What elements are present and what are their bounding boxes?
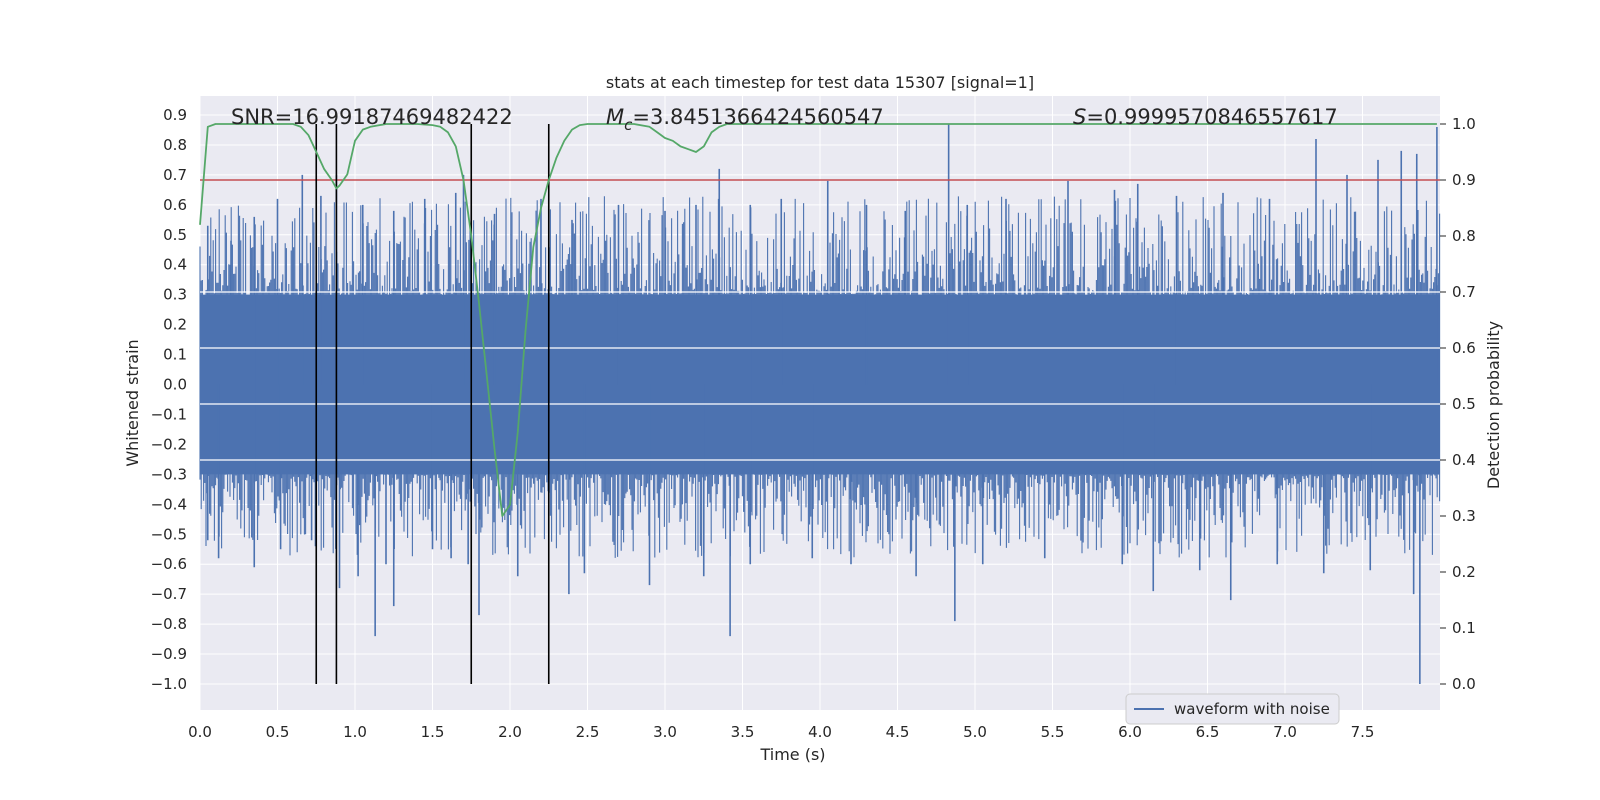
x-tick-label: 0.5 [266,723,290,741]
y-tick-label: −0.6 [151,555,187,573]
y-tick-label: −0.2 [151,435,187,453]
y-axis-label: Whitened strain [123,339,142,466]
y-tick-label: 0.5 [163,226,187,244]
y-tick-label: 0.2 [163,316,187,334]
y-tick-label: 0.1 [163,346,187,364]
y-tick-label: −0.9 [151,645,187,663]
y-tick-label: −0.7 [151,585,187,603]
y-tick-label: 0.3 [163,286,187,304]
right-y-axis-label: Detection probability [1484,321,1503,489]
legend: waveform with noise [1125,693,1340,725]
x-axis-label: Time (s) [759,745,825,764]
chirp-mass-symbol: M [606,105,624,129]
score-value: =0.9999570846557617 [1086,105,1337,129]
x-tick-label: 1.5 [421,723,445,741]
right-y-tick-label: 0.4 [1452,451,1476,469]
y-tick-label: 0.4 [163,256,187,274]
y-tick-label: −0.3 [151,465,187,483]
probability-line [199,123,1437,517]
right-y-tick-label: 0.6 [1452,339,1476,357]
y-tick-label: 0.7 [163,166,187,184]
x-axis-ticks: 0.0 0.5 1.0 1.5 2.0 2.5 3.0 3.5 4.0 4.5 5.0 5.5 6.0 6… [188,723,1374,741]
x-tick-label: 6.0 [1118,723,1142,741]
right-axis-gridlines [200,291,1440,461]
right-y-tick-label: 0.8 [1452,227,1476,245]
x-tick-label: 4.0 [808,723,832,741]
y-tick-label: 0.9 [163,106,187,124]
x-tick-label: 6.5 [1196,723,1220,741]
x-tick-label: 7.0 [1273,723,1297,741]
right-y-tick-label: 0.9 [1452,171,1476,189]
y-tick-label: 0.6 [163,196,187,214]
x-tick-label: 0.0 [188,723,212,741]
right-y-tick-label: 0.3 [1452,507,1476,525]
right-y-tick-label: 0.7 [1452,283,1476,301]
plot-area [199,96,1441,710]
x-tick-label: 2.0 [498,723,522,741]
y-tick-label: −1.0 [151,675,187,693]
x-tick-label: 7.5 [1351,723,1375,741]
legend-box [1125,693,1340,725]
chirp-mass-value: =3.8451366424560547 [632,105,883,129]
vertical-markers [315,124,550,684]
chart-title: stats at each timestep for test data 153… [606,73,1034,92]
right-y-tick-label: 0.5 [1452,395,1476,413]
snr-annotation: SNR=16.99187469482422 [231,105,513,129]
y-tick-label: −0.8 [151,615,187,633]
legend-label: waveform with noise [1174,700,1330,718]
right-y-tick-label: 0.1 [1452,619,1476,637]
x-tick-label: 3.0 [653,723,677,741]
y-tick-label: −0.1 [151,405,187,423]
y-tick-label: −0.4 [151,495,187,513]
score-annotation: S=0.9999570846557617 [1073,105,1338,129]
x-tick-label: 4.5 [886,723,910,741]
chirp-mass-subscript: c [624,116,633,134]
chirp-mass-annotation: Mc=3.8451366424560547 [606,105,884,134]
y-tick-label: 0.0 [163,376,187,394]
right-y-axis-ticks: 1.0 0.9 0.8 0.7 0.6 0.5 0.4 0.3 0.2 0.1 0.0 [1440,115,1476,693]
x-tick-label: 2.5 [576,723,600,741]
waveform-with-noise-series [199,123,1441,684]
x-tick-label: 1.0 [343,723,367,741]
y-tick-label: −0.5 [151,525,187,543]
right-y-tick-label: 0.2 [1452,563,1476,581]
right-y-tick-label: 0.0 [1452,675,1476,693]
y-tick-label: 0.8 [163,136,187,154]
x-tick-label: 5.5 [1041,723,1065,741]
right-y-tick-label: 1.0 [1452,115,1476,133]
x-tick-label: 5.0 [963,723,987,741]
x-tick-label: 3.5 [731,723,755,741]
detection-probability-series [199,123,1437,517]
y-axis-ticks: 0.9 0.8 0.7 0.6 0.5 0.4 0.3 0.2 0.1 0.0 −0.1 −0.2 −0… [151,106,187,693]
score-symbol: S [1073,105,1086,129]
